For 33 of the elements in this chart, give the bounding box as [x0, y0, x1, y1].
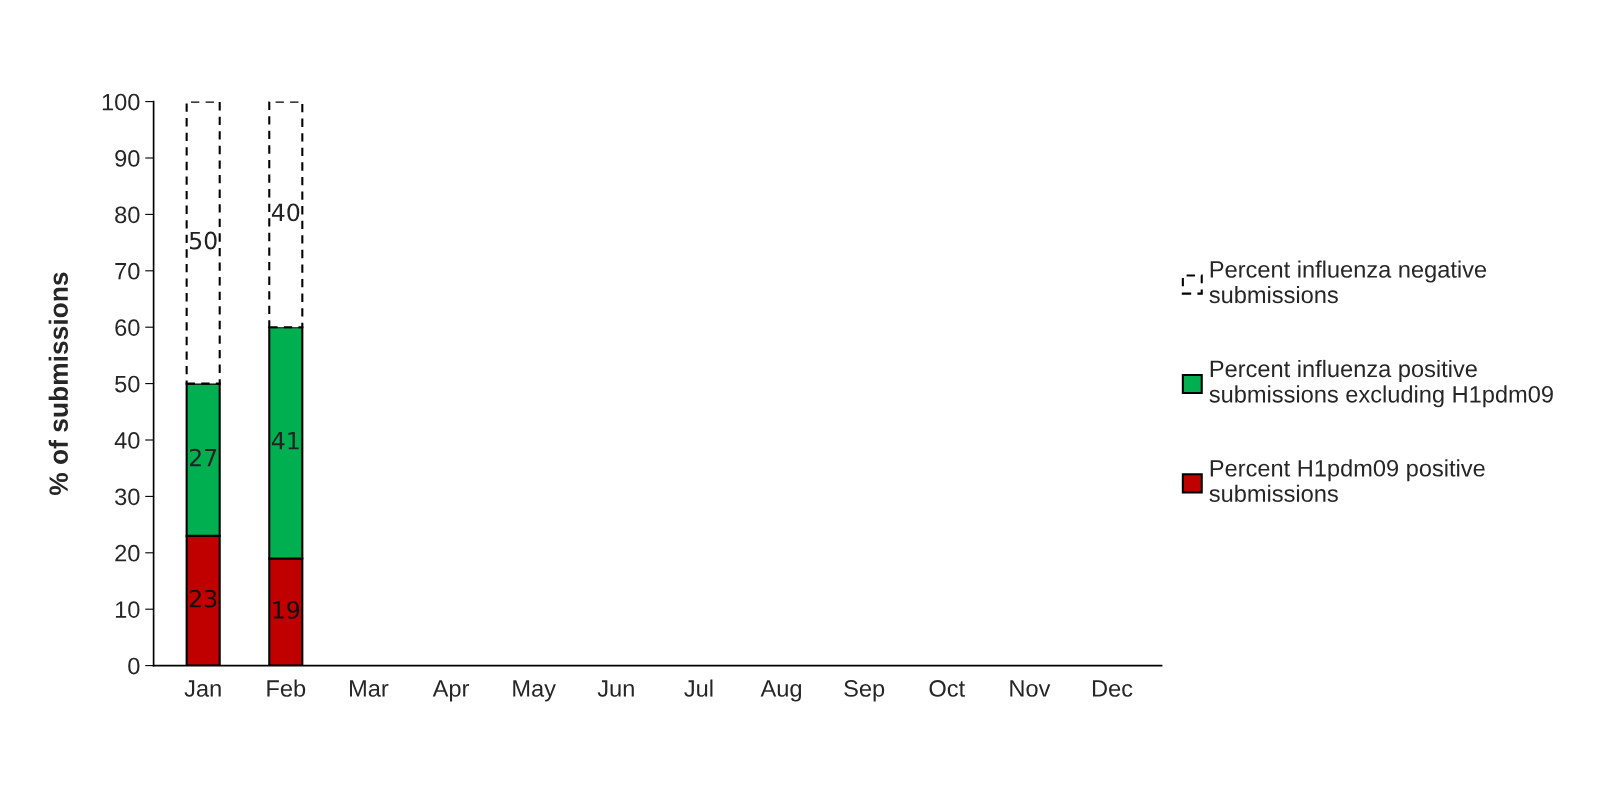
data-label: 23 [189, 589, 217, 608]
y-tick-label: 80 [115, 206, 140, 224]
data-label: 19 [273, 601, 300, 619]
y-tick-label: 100 [102, 93, 140, 111]
x-tick-label: Jun [597, 680, 634, 697]
legend-label: Percent influenza positive submissions excluding H1pdm09 [1209, 359, 1553, 408]
x-tick-label: Jan [184, 680, 221, 697]
legend-label: Percent influenza negative submissions [1209, 260, 1487, 304]
x-tick-label: Oct [929, 680, 965, 697]
x-tick-label: May [513, 680, 556, 702]
y-tick-label: 20 [115, 544, 140, 562]
data-label: 27 [189, 448, 217, 467]
y-tick-label: 0 [128, 657, 140, 675]
y-axis-title: % of submissions [48, 272, 69, 496]
data-label: 41 [271, 432, 299, 450]
x-tick-label: Nov [1010, 680, 1051, 697]
x-tick-label: Aug [760, 680, 802, 702]
data-label: 40 [271, 203, 300, 222]
legend-label: Percent H1pdm09 positive submissions [1209, 459, 1485, 503]
x-tick-label: Feb [267, 679, 306, 697]
data-label: 50 [189, 231, 217, 250]
x-tick-label: Sep [844, 680, 885, 702]
x-tick-label: Apr [432, 680, 470, 702]
y-tick-label: 50 [115, 375, 140, 393]
x-tick-label: Jul [684, 679, 713, 697]
y-tick-label: 70 [115, 262, 140, 280]
y-tick-label: 40 [114, 432, 140, 449]
y-tick-label: 10 [115, 601, 140, 618]
x-tick-label: Mar [350, 680, 389, 697]
y-tick-label: 30 [115, 488, 140, 506]
y-tick-label: 90 [115, 150, 140, 167]
x-tick-label: Dec [1092, 680, 1133, 697]
y-tick-label: 60 [115, 319, 140, 336]
